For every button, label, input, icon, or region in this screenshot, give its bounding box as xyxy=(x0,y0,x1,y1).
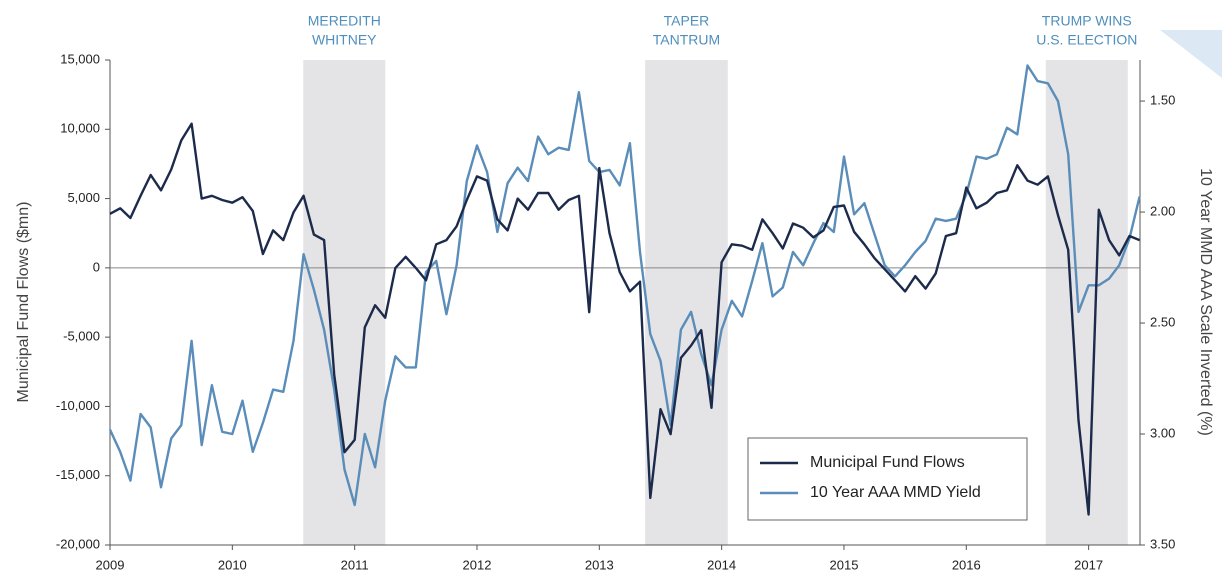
y2-axis-label: 10 Year MMD AAA Scale Inverted (%) xyxy=(1197,168,1214,436)
y-tick-label: 5,000 xyxy=(67,190,100,205)
y2-tick-label: 1.50 xyxy=(1150,93,1175,108)
y-tick-label: 15,000 xyxy=(60,51,100,66)
legend-box xyxy=(747,437,1028,521)
legend-label: Municipal Fund Flows xyxy=(810,454,965,471)
corner-decoration xyxy=(1160,30,1222,78)
event-label: TRUMP WINS xyxy=(1042,13,1132,29)
x-tick-label: 2011 xyxy=(341,557,369,572)
event-label: U.S. ELECTION xyxy=(1036,32,1137,48)
x-tick-label: 2017 xyxy=(1074,557,1103,572)
y2-tick-label: 2.00 xyxy=(1150,203,1175,218)
series-line xyxy=(109,122,1141,516)
event-label: TAPER xyxy=(664,13,710,29)
y-tick-label: 10,000 xyxy=(60,121,100,136)
y-tick-label: -5,000 xyxy=(63,329,100,344)
event-label: TANTRUM xyxy=(653,32,720,48)
event-label: WHITNEY xyxy=(312,32,377,48)
y2-tick-label: 3.50 xyxy=(1150,536,1175,551)
x-tick-label: 2010 xyxy=(218,557,247,572)
x-tick-label: 2015 xyxy=(830,557,859,572)
x-tick-label: 2013 xyxy=(585,557,614,572)
event-shade xyxy=(645,60,728,545)
event-shade xyxy=(1045,60,1128,545)
x-tick-label: 2014 xyxy=(707,557,736,572)
y-tick-label: 0 xyxy=(93,259,100,274)
legend-label: 10 Year AAA MMD Yield xyxy=(810,484,981,501)
event-label: MEREDITH xyxy=(308,13,381,29)
y-axis-label: Municipal Fund Flows ($mn) xyxy=(15,202,32,403)
series-line xyxy=(108,64,1141,507)
x-tick-label: 2009 xyxy=(96,557,125,572)
x-tick-label: 2012 xyxy=(463,557,492,572)
y-tick-label: -10,000 xyxy=(56,398,100,413)
x-tick-label: 2016 xyxy=(952,557,981,572)
y2-tick-label: 2.50 xyxy=(1150,314,1175,329)
y2-tick-label: 3.00 xyxy=(1150,425,1175,440)
shaded-periods xyxy=(303,60,1128,545)
y-tick-label: -20,000 xyxy=(56,536,100,551)
y-tick-label: -15,000 xyxy=(56,467,100,482)
